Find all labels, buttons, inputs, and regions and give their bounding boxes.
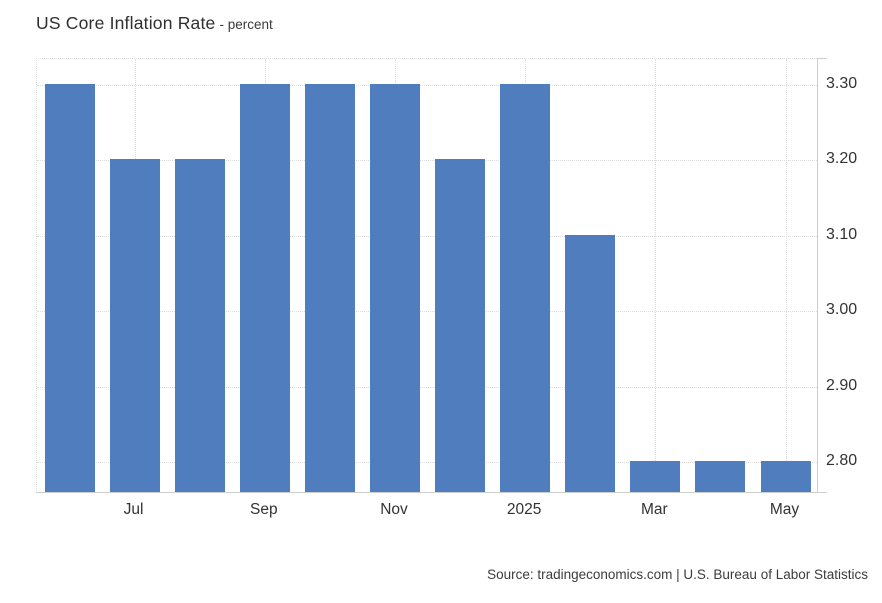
bar-may-2025[interactable]: [760, 461, 811, 493]
bar-jul-2024[interactable]: [109, 159, 160, 493]
bar-dec-2024[interactable]: [435, 159, 485, 493]
y-tick-label-2.80: 2.80: [826, 452, 858, 470]
gridline-vertical: [785, 59, 787, 493]
gridline-horizontal: [37, 462, 817, 464]
bar-sep-2024[interactable]: [239, 83, 290, 493]
y-axis-line: [817, 58, 818, 493]
gridline-horizontal: [37, 84, 817, 86]
y-tick-label-3.30: 3.30: [826, 74, 858, 92]
gridline-horizontal: [37, 160, 817, 162]
y-tick-label-3.10: 3.10: [826, 225, 858, 243]
y-axis-top-tick: [817, 58, 827, 59]
plot-area[interactable]: [36, 58, 817, 493]
x-tick-label-2025: 2025: [506, 501, 542, 518]
chart-header: US Core Inflation Rate - percent: [36, 13, 273, 34]
bar-apr-2025[interactable]: [695, 461, 746, 493]
bar-nov-2024[interactable]: [370, 83, 420, 493]
y-tick-label-3.20: 3.20: [826, 150, 858, 168]
x-tick-label-sep: Sep: [250, 501, 278, 518]
gridline-horizontal: [37, 386, 817, 388]
bar-oct-2024[interactable]: [304, 83, 355, 493]
gridline-horizontal: [37, 311, 817, 313]
bar-jun-2024[interactable]: [44, 83, 95, 493]
x-axis-line: [36, 492, 827, 493]
bar-feb-2025[interactable]: [565, 234, 616, 493]
gridline-vertical: [655, 59, 657, 493]
source-attribution: Source: tradingeconomics.com | U.S. Bure…: [487, 567, 868, 582]
bar-aug-2024[interactable]: [174, 159, 225, 493]
y-tick-label-3.00: 3.00: [826, 301, 858, 319]
bar-mar-2025[interactable]: [630, 461, 681, 493]
chart-title: US Core Inflation Rate: [36, 13, 216, 33]
bar-jan-2025[interactable]: [500, 83, 551, 493]
x-tick-label-nov: Nov: [380, 501, 408, 518]
x-tick-label-jul: Jul: [123, 501, 144, 518]
y-tick-label-2.90: 2.90: [826, 376, 858, 394]
x-tick-label-may: May: [769, 501, 800, 518]
chart-subtitle: - percent: [219, 17, 273, 32]
x-tick-label-mar: Mar: [640, 501, 668, 518]
gridline-horizontal: [37, 235, 817, 237]
